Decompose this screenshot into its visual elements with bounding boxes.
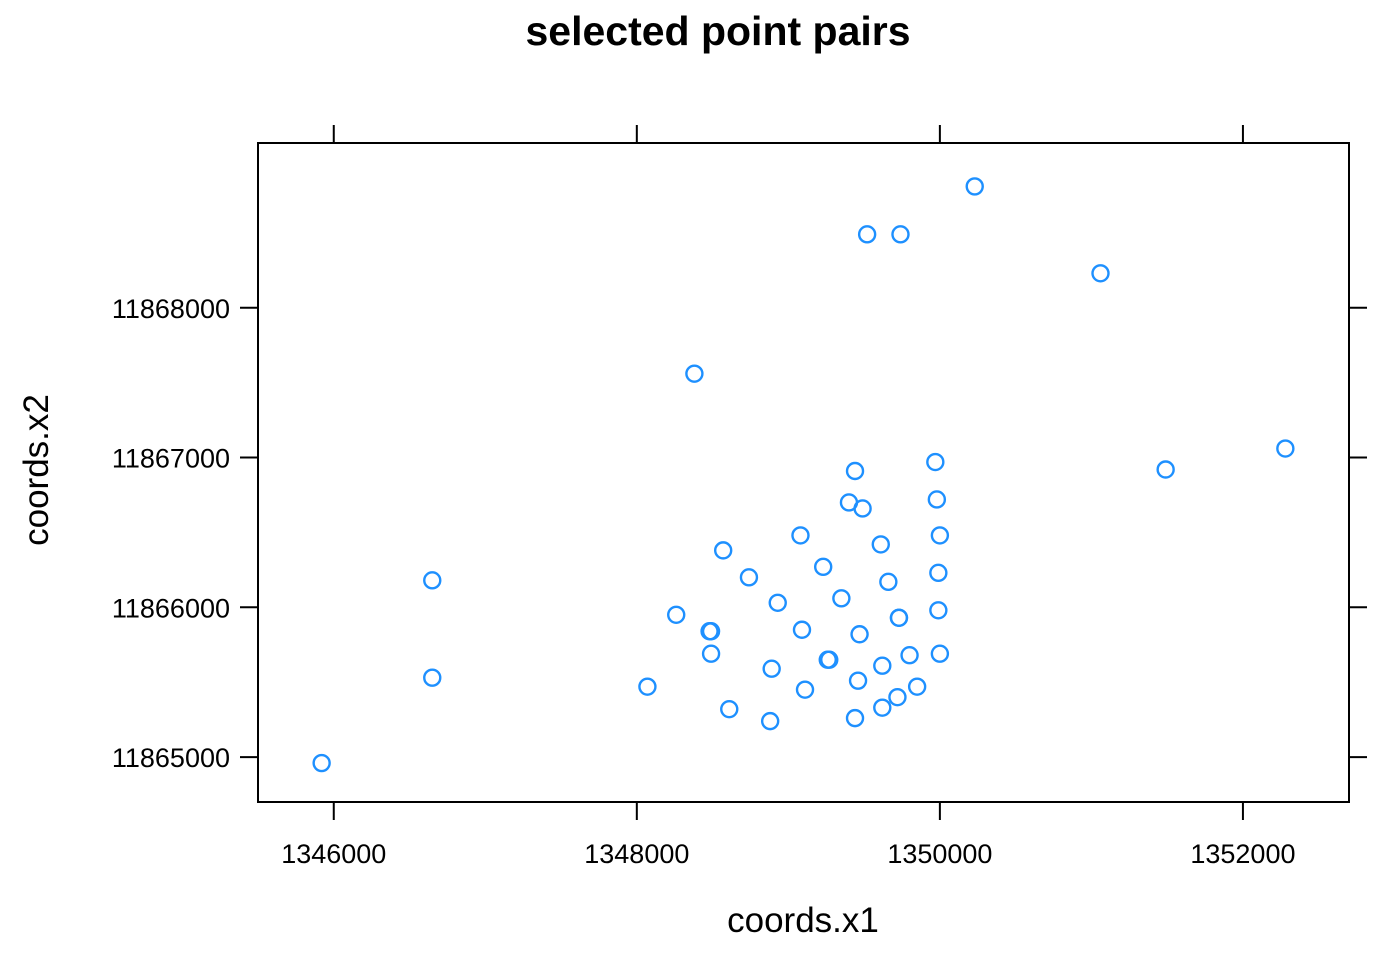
data-point xyxy=(701,622,721,641)
data-point xyxy=(762,659,781,678)
data-point xyxy=(926,452,945,472)
plot-frame xyxy=(257,142,1350,803)
data-point xyxy=(1156,460,1175,479)
x-axis-top-ticks xyxy=(332,125,1244,143)
data-point xyxy=(889,608,909,627)
y-tick-label: 11868000 xyxy=(112,294,230,324)
y-tick-label: 11865000 xyxy=(112,743,230,773)
data-point xyxy=(888,687,907,707)
x-tick-label: 1350000 xyxy=(887,839,992,869)
data-point xyxy=(739,568,759,587)
x-tick-label: 1348000 xyxy=(584,839,689,869)
data-point xyxy=(900,646,919,665)
data-point xyxy=(832,589,851,608)
data-point xyxy=(930,526,950,545)
data-point xyxy=(873,656,892,675)
data-point xyxy=(848,671,868,690)
data-point xyxy=(929,601,948,620)
x-tick-label: 1346000 xyxy=(281,839,386,869)
data-point xyxy=(685,364,704,383)
data-point xyxy=(891,225,910,244)
x-axis-label: coords.x1 xyxy=(727,901,879,940)
data-point xyxy=(423,668,442,687)
data-point xyxy=(845,708,865,728)
data-point xyxy=(907,677,927,696)
data-point xyxy=(929,563,948,583)
data-point xyxy=(813,557,833,577)
data-point xyxy=(701,644,721,663)
y-axis-left-ticks: 11865000 11866000 11867000 11868000 xyxy=(112,294,258,773)
y-axis-right-ticks xyxy=(1349,306,1367,759)
data-point xyxy=(873,698,892,717)
data-point xyxy=(768,593,787,613)
data-point xyxy=(792,620,812,639)
data-point xyxy=(720,699,739,719)
y-axis-label: coords.x2 xyxy=(17,394,56,546)
y-tick-label: 11867000 xyxy=(112,444,230,474)
data-point xyxy=(879,572,898,592)
y-tick-label: 11866000 xyxy=(112,593,230,623)
data-point xyxy=(713,541,733,560)
data-point xyxy=(850,625,869,644)
data-point xyxy=(927,490,947,509)
data-point xyxy=(930,644,950,663)
data-point xyxy=(791,526,810,545)
data-point xyxy=(1276,439,1295,458)
data-point xyxy=(853,499,872,518)
data-point xyxy=(312,753,331,773)
scatter-points xyxy=(312,177,1295,773)
data-point xyxy=(423,571,442,590)
x-tick-label: 1352000 xyxy=(1190,839,1295,869)
data-point xyxy=(795,680,815,699)
data-point xyxy=(845,461,865,481)
data-point xyxy=(667,605,686,624)
data-point xyxy=(857,225,877,244)
chart-title: selected point pairs xyxy=(525,8,910,54)
data-point xyxy=(1091,264,1110,283)
data-point xyxy=(638,677,657,696)
data-point xyxy=(820,650,839,669)
x-axis-bottom-ticks: 1346000 1348000 1350000 1352000 xyxy=(281,802,1295,869)
data-point xyxy=(760,711,780,731)
data-point xyxy=(871,535,890,554)
data-point xyxy=(965,177,984,196)
